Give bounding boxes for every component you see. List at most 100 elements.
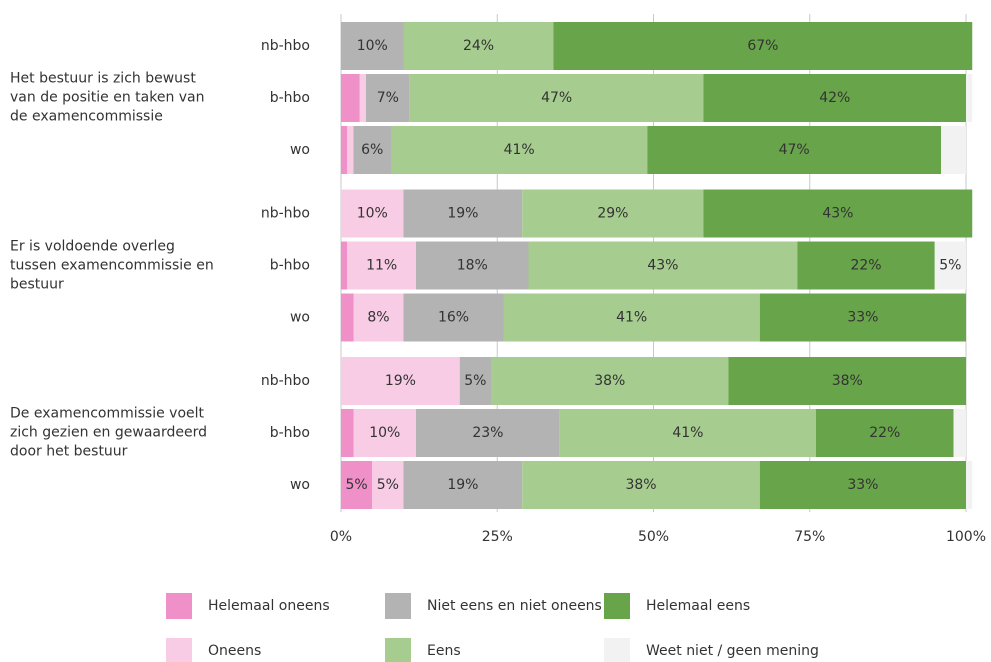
data-label: 33% (847, 477, 878, 493)
bar-segment (941, 126, 966, 174)
data-label: 19% (447, 206, 478, 222)
bar-segment (522, 461, 760, 509)
bar-segment (341, 293, 354, 342)
bar-segment (347, 126, 354, 174)
bar-segment (797, 241, 935, 290)
bar-segment (403, 461, 523, 509)
data-label: 22% (869, 425, 900, 441)
bar-segment (341, 126, 348, 174)
legend-label: Oneens (208, 643, 261, 659)
data-label: 67% (747, 38, 778, 54)
data-label: 5% (464, 373, 486, 389)
y-tick-label: nb-hbo (261, 38, 310, 54)
bar-segment (459, 357, 491, 405)
y-tick-label: b-hbo (270, 425, 310, 441)
y-tick-label: b-hbo (270, 258, 310, 274)
bar-segment (647, 126, 941, 174)
data-label: 16% (438, 310, 469, 326)
data-label: 10% (357, 38, 388, 54)
data-label: 43% (822, 206, 853, 222)
data-label: 38% (625, 477, 656, 493)
bar-segment (703, 189, 973, 238)
bar-segment (403, 22, 554, 70)
legend-swatch (385, 593, 411, 619)
data-label: 8% (367, 310, 389, 326)
legend-label: Helemaal oneens (208, 598, 330, 614)
x-tick-label: 0% (330, 529, 352, 545)
data-label: 41% (672, 425, 703, 441)
data-label: 47% (779, 142, 810, 158)
bar-segment (966, 461, 973, 509)
bar-segment (966, 74, 973, 122)
data-label: 29% (597, 206, 628, 222)
legend-swatch (604, 593, 630, 619)
bar-segment (353, 409, 416, 457)
bar-segment (341, 189, 404, 238)
legend-swatch (604, 638, 630, 662)
bar-segment (341, 409, 354, 457)
bar-segment (341, 461, 373, 509)
data-label: 42% (819, 90, 850, 106)
x-tick-label: 25% (482, 529, 513, 545)
bar-segment (341, 22, 404, 70)
data-label: 22% (850, 258, 881, 274)
data-label: 24% (463, 38, 494, 54)
bar-segment (347, 241, 416, 290)
group-label: De examencommissie voelt zich gezien en … (10, 405, 207, 460)
x-tick-label: 50% (638, 529, 669, 545)
bar-segment (953, 409, 966, 457)
group-label: Er is voldoende overleg tussen examencom… (10, 238, 214, 292)
legend-swatch (166, 593, 192, 619)
data-label: 5% (939, 258, 961, 274)
bar-segment (341, 74, 360, 122)
bar-segment (522, 189, 704, 238)
bar-segment (366, 74, 410, 122)
group-label: Het bestuur is zich bewust van de positi… (10, 70, 205, 125)
x-tick-label: 75% (794, 529, 825, 545)
data-label: 38% (832, 373, 863, 389)
bar-segment (528, 241, 798, 290)
y-tick-label: wo (290, 477, 310, 493)
bar-segment (359, 74, 366, 122)
bar-segment (503, 293, 760, 342)
data-label: 7% (377, 90, 399, 106)
bar-segment (341, 357, 460, 405)
legend-label: Weet niet / geen mening (646, 643, 819, 659)
bar-segment (341, 241, 348, 290)
y-tick-label: b-hbo (270, 90, 310, 106)
data-label: 10% (357, 206, 388, 222)
data-label: 11% (366, 258, 397, 274)
data-label: 41% (616, 310, 647, 326)
legend-label: Helemaal eens (646, 598, 750, 614)
bar-segment (353, 293, 404, 342)
y-tick-label: nb-hbo (261, 373, 310, 389)
data-label: 5% (377, 477, 399, 493)
bar-segment (559, 409, 816, 457)
legend-label: Eens (427, 643, 461, 659)
legend-label: Niet eens en niet oneens (427, 598, 602, 614)
data-label: 23% (472, 425, 503, 441)
legend-swatch (166, 638, 192, 662)
data-label: 47% (541, 90, 572, 106)
y-tick-label: wo (290, 142, 310, 158)
bar-segment (759, 293, 966, 342)
bar-segment (816, 409, 954, 457)
data-label: 38% (594, 373, 625, 389)
bar-segment (728, 357, 966, 405)
legend-swatch (385, 638, 411, 662)
bar-segment (703, 74, 966, 122)
data-label: 6% (361, 142, 383, 158)
data-label: 19% (447, 477, 478, 493)
data-label: 10% (369, 425, 400, 441)
bar-segment (416, 241, 529, 290)
bar-segment (403, 189, 523, 238)
bar-segment (553, 22, 973, 70)
bar-segment (759, 461, 966, 509)
data-label: 43% (647, 258, 678, 274)
bar-segment (409, 74, 704, 122)
bar-segment (416, 409, 560, 457)
data-label: 33% (847, 310, 878, 326)
data-label: 41% (504, 142, 535, 158)
